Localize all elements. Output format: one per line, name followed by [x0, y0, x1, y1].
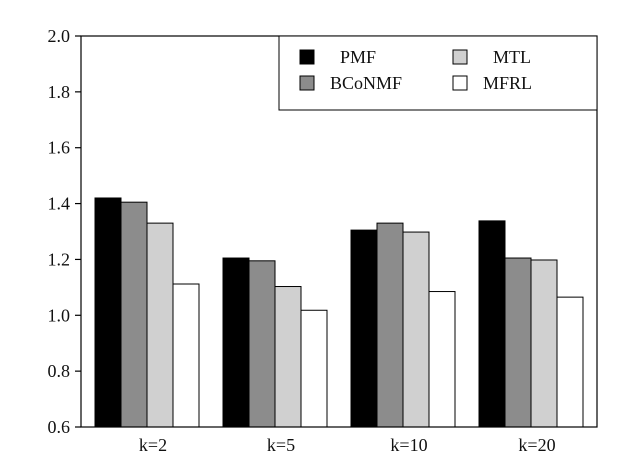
- legend-label-mfrl: MFRL: [483, 73, 532, 93]
- y-tick-label: 1.8: [48, 82, 71, 102]
- bar-mfrl-k20: [556, 296, 584, 428]
- legend-label-pmf: PMF: [340, 47, 376, 67]
- bar-mtl-k2: [146, 222, 174, 428]
- x-tick-label: k=10: [390, 435, 427, 455]
- bars: [94, 197, 584, 428]
- bar-pmf-k10: [350, 229, 378, 428]
- legend-swatch-mtl: [452, 49, 468, 65]
- bar-mfrl-k10: [428, 291, 456, 428]
- y-tick-label: 1.2: [48, 249, 71, 269]
- bar-pmf-k5: [222, 257, 250, 428]
- legend-label-bconmf: BCoNMF: [330, 73, 402, 93]
- legend-frame: [278, 35, 598, 111]
- y-axis: 0.6 0.8 1.0 1.2 1.4 1.6 1.8 2.0: [48, 26, 81, 437]
- legend-swatch-pmf: [299, 49, 315, 65]
- legend-swatch-bconmf: [299, 75, 315, 91]
- legend-swatch-mfrl: [452, 75, 468, 91]
- x-tick-label: k=20: [518, 435, 555, 455]
- bar-pmf-k2: [94, 197, 122, 428]
- x-tick-label: k=5: [267, 435, 295, 455]
- y-tick-label: 2.0: [48, 26, 71, 46]
- bar-mfrl-k5: [300, 309, 328, 428]
- bar-bconmf-k2: [120, 201, 148, 428]
- legend-label-mtl: MTL: [493, 47, 531, 67]
- y-tick-label: 0.8: [48, 361, 71, 381]
- y-tick-label: 1.4: [48, 194, 71, 214]
- bar-mtl-k5: [274, 286, 302, 428]
- bar-mtl-k20: [530, 259, 558, 428]
- bar-bconmf-k10: [376, 222, 404, 428]
- bar-bconmf-k20: [504, 257, 532, 428]
- legend: PMF BCoNMF MTL MFRL: [278, 35, 598, 111]
- y-tick-label: 1.6: [48, 138, 71, 158]
- x-axis: k=2 k=5 k=10 k=20: [139, 435, 556, 455]
- x-tick-label: k=2: [139, 435, 167, 455]
- y-tick-label: 1.0: [48, 305, 71, 325]
- bar-mfrl-k2: [172, 283, 200, 428]
- bar-bconmf-k5: [248, 260, 276, 428]
- y-tick-label: 0.6: [48, 417, 71, 437]
- bar-pmf-k20: [478, 220, 506, 428]
- bar-mtl-k10: [402, 231, 430, 428]
